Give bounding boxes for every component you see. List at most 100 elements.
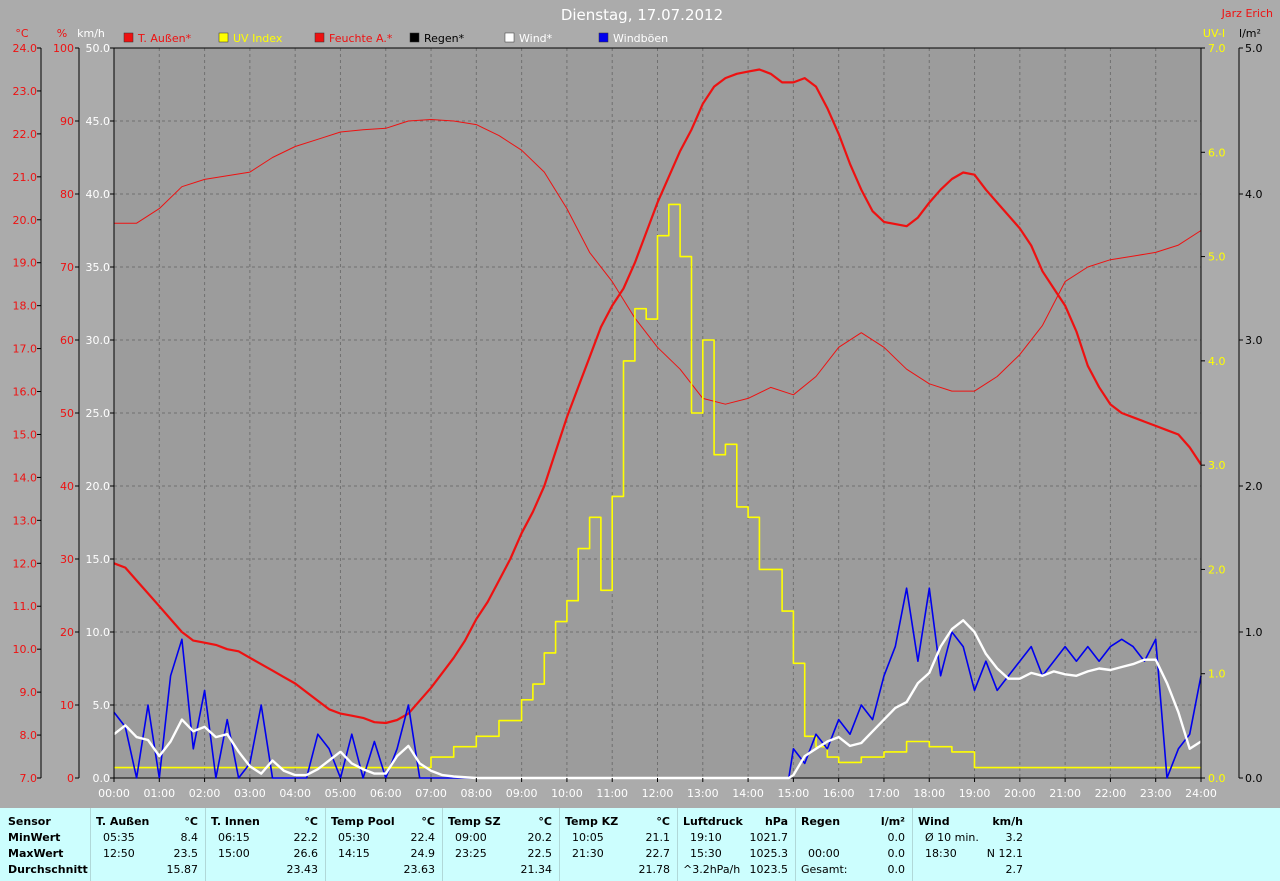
stats-cell: N 12.1 [986,847,1023,860]
temp-tick-label: 20.0 [13,214,38,227]
humidity-tick-label: 50 [60,407,74,420]
stats-row: Gesamt: 0.0 [796,863,913,879]
stats-row: Regen l/m² [796,815,913,831]
stats-cell: 06:15 [218,831,250,844]
stats-row: 05:35 8.4 [91,831,206,847]
rain-tick-label: 0.0 [1245,772,1263,785]
stats-cell: 15:30 [690,847,722,860]
stats-cell: 00:00 [808,847,840,860]
stats-cell: 09:00 [455,831,487,844]
stats-row: 00:00 0.0 [796,847,913,863]
uv-tick-label: 6.0 [1208,146,1226,159]
legend-label: T. Außen* [137,32,192,45]
stats-row: Luftdruck hPa [678,815,796,831]
stats-row: 05:30 22.4 [326,831,443,847]
stats-cell: 23.43 [286,863,319,876]
plot-area [113,47,1202,780]
temp-axis-unit: °C [15,27,29,40]
legend-item: Regen* [409,32,465,45]
humidity-tick-label: 90 [60,115,74,128]
series-line-windb-en [113,587,1202,779]
time-tick-label: 14:00 [732,787,764,800]
humidity-axis-unit: % [57,27,67,40]
time-tick-label: 06:00 [370,787,402,800]
stats-column: Temp KZ °C 10:05 21.1 21:30 22.7 21.78 [559,808,678,881]
uv-tick-label: 4.0 [1208,355,1226,368]
legend-item: T. Außen* [123,32,192,45]
stats-row: 09:00 20.2 [443,831,560,847]
time-tick-label: 09:00 [506,787,538,800]
stats-table: Sensor MinWert MaxWert Durchschnitt T. A… [0,808,1280,881]
stats-column: Luftdruck hPa 19:10 1021.7 15:30 1025.3 ^3.2hP… [677,808,796,881]
time-tick-label: 24:00 [1185,787,1217,800]
time-tick-label: 05:00 [325,787,357,800]
stats-row: 15:30 1025.3 [678,847,796,863]
stats-column: T. Innen °C 06:15 22.2 15:00 26.6 23.43 [205,808,326,881]
wind-tick-label: 35.0 [86,261,111,274]
time-tick-label: 00:00 [98,787,130,800]
stats-cell: Regen [801,815,841,828]
series-line-wind [113,619,1202,780]
temp-tick-label: 15.0 [13,428,38,441]
temp-tick-label: 10.0 [13,643,38,656]
time-tick-label: 12:00 [642,787,674,800]
wind-tick-label: 5.0 [93,699,111,712]
stats-row: Temp KZ °C [560,815,678,831]
temp-tick-label: 18.0 [13,300,38,313]
stats-column: T. Außen °C 05:35 8.4 12:50 23.5 15.87 [90,808,206,881]
time-tick-label: 17:00 [868,787,900,800]
stats-cell: 12:50 [103,847,135,860]
stats-cell: 26.6 [293,847,319,860]
stats-cell: Temp Pool [331,815,395,828]
temp-tick-label: 7.0 [20,772,38,785]
humidity-tick-label: 0 [67,772,74,785]
stats-cell: 19:10 [690,831,722,844]
time-tick-label: 23:00 [1140,787,1172,800]
stats-cell: °C [304,815,318,828]
time-tick-label: 19:00 [959,787,991,800]
uv-tick-label: 2.0 [1208,563,1226,576]
stats-cell: °C [184,815,198,828]
stats-column: Temp Pool °C 05:30 22.4 14:15 24.9 23.63 [325,808,443,881]
rain-tick-label: 4.0 [1245,188,1263,201]
stats-cell: 10:05 [572,831,604,844]
stats-cell: 15:00 [218,847,250,860]
legend-item: Feuchte A.* [314,32,393,45]
stats-cell: T. Außen [96,815,150,828]
stats-cell: 22.4 [410,831,436,844]
wind-tick-label: 10.0 [86,626,111,639]
temp-tick-label: 14.0 [13,471,38,484]
stats-cell: °C [656,815,670,828]
series-layer [113,68,1202,780]
temp-tick-label: 22.0 [13,128,38,141]
stats-cell: 23.63 [403,863,436,876]
temp-tick-label: 21.0 [13,171,38,184]
humidity-tick-label: 60 [60,334,74,347]
temp-tick-label: 19.0 [13,257,38,270]
rain-tick-label: 3.0 [1245,334,1263,347]
humidity-tick-label: 30 [60,553,74,566]
wind-tick-label: 45.0 [86,115,111,128]
uv-tick-label: 5.0 [1208,251,1226,264]
humidity-tick-label: 20 [60,626,74,639]
stats-row: 19:10 1021.7 [678,831,796,847]
temp-tick-label: 12.0 [13,557,38,570]
stats-row: Temp Pool °C [326,815,443,831]
label-maxwert: MaxWert [8,847,64,860]
author-label: Jarz Erich [1221,7,1273,20]
series-line-uv-index [114,203,1201,769]
uv-axis-unit: UV-I [1203,27,1225,40]
stats-cell: 14:15 [338,847,370,860]
rain-tick-label: 2.0 [1245,480,1263,493]
stats-row: 06:15 22.2 [206,831,326,847]
stats-cell: hPa [764,815,788,828]
stats-row: 23.43 [206,863,326,879]
stats-cell: 20.2 [527,831,553,844]
humidity-tick-label: 10 [60,699,74,712]
stats-row: 23:25 22.5 [443,847,560,863]
temp-tick-label: 17.0 [13,343,38,356]
temp-tick-label: 13.0 [13,514,38,527]
legend-label: Windböen [613,32,668,45]
legend-swatch [314,32,325,43]
time-tick-label: 15:00 [778,787,810,800]
